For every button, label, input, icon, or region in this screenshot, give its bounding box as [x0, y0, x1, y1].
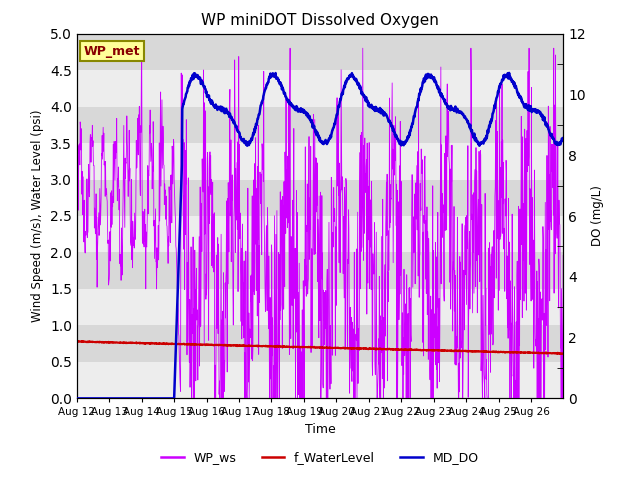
Legend: WP_ws, f_WaterLevel, MD_DO: WP_ws, f_WaterLevel, MD_DO: [156, 446, 484, 469]
Y-axis label: Wind Speed (m/s), Water Level (psi): Wind Speed (m/s), Water Level (psi): [31, 110, 44, 322]
Title: WP miniDOT Dissolved Oxygen: WP miniDOT Dissolved Oxygen: [201, 13, 439, 28]
Bar: [77, 143, 563, 180]
Bar: [77, 70, 563, 107]
X-axis label: Time: Time: [305, 423, 335, 436]
Y-axis label: DO (mg/L): DO (mg/L): [591, 186, 604, 246]
Bar: [77, 289, 563, 325]
Bar: [77, 362, 563, 398]
Bar: [77, 216, 563, 252]
Text: WP_met: WP_met: [84, 45, 141, 58]
